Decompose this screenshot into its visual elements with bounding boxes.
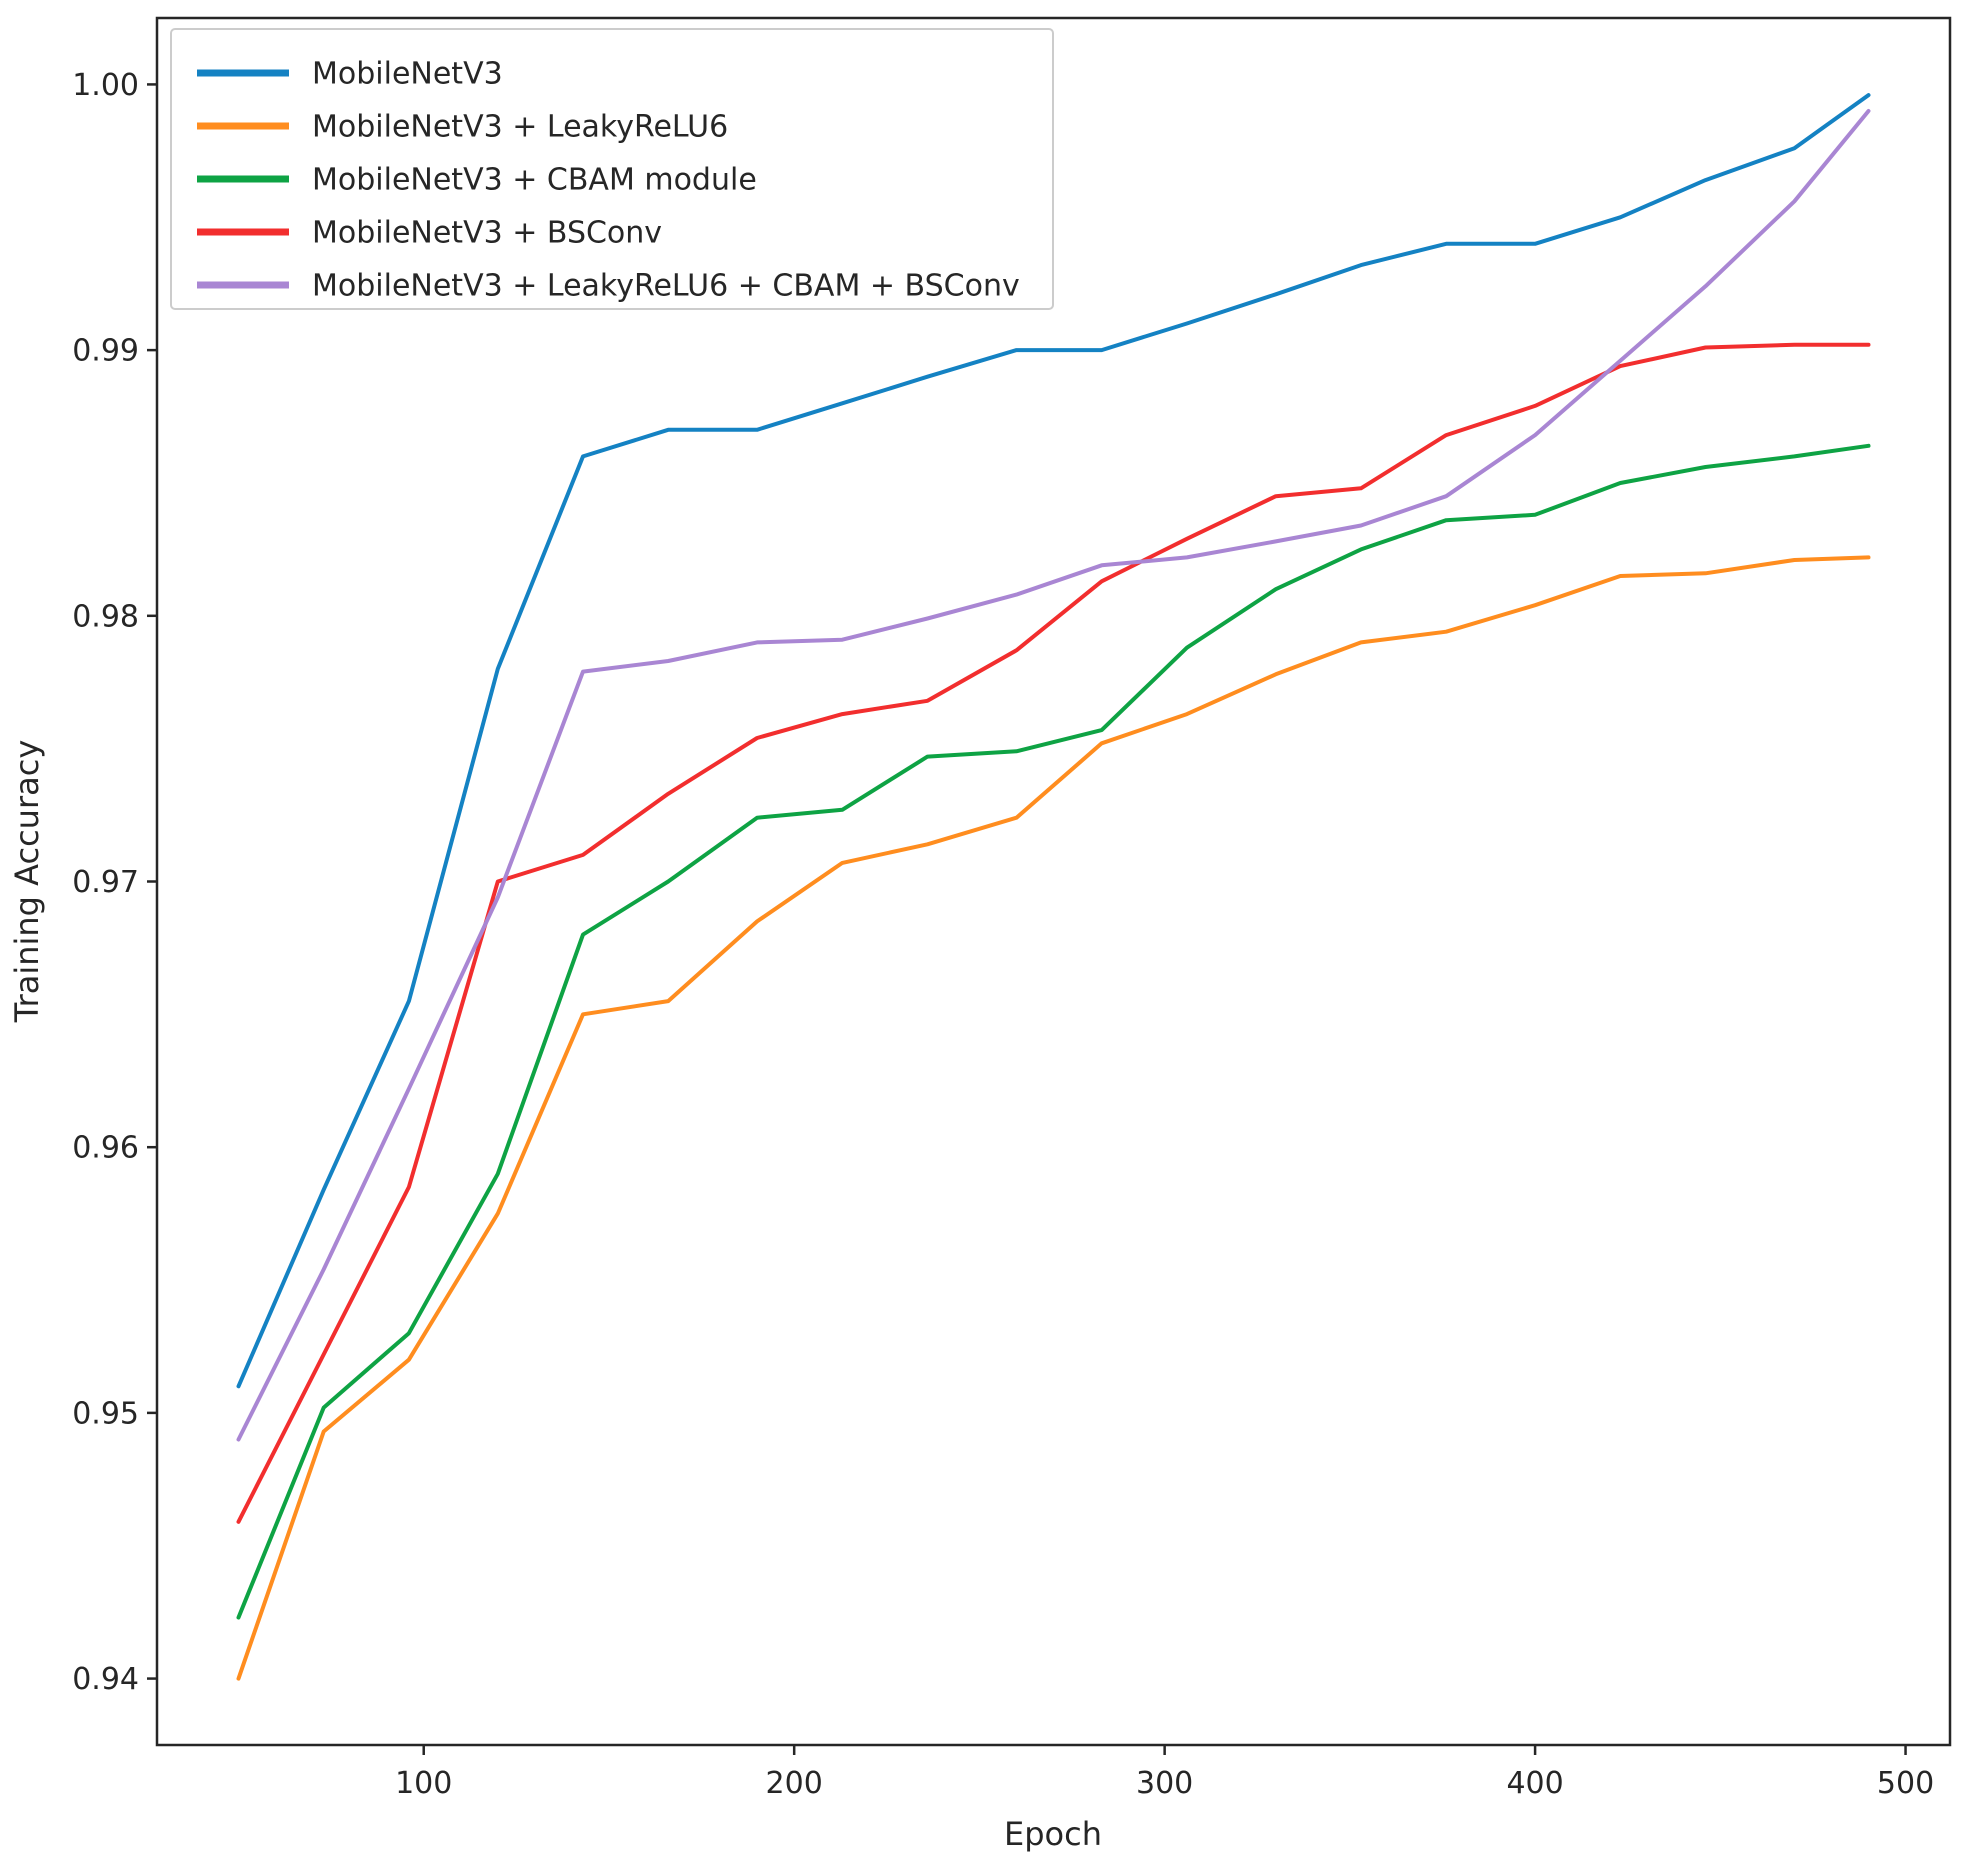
legend-label: MobileNetV3 + CBAM module — [312, 163, 757, 198]
legend-item: MobileNetV3 — [197, 57, 503, 92]
y-tick-label: 0.98 — [72, 599, 139, 634]
y-tick-label: 0.97 — [72, 865, 139, 900]
y-axis-ticks: 0.94 0.95 0.96 0.97 0.98 0.99 1.00 — [72, 68, 157, 1697]
legend: MobileNetV3 MobileNetV3 + LeakyReLU6 Mobil… — [170, 28, 1054, 310]
legend-label: MobileNetV3 + LeakyReLU6 + CBAM + BSConv — [312, 269, 1020, 304]
series-line-1 — [236, 555, 1871, 1681]
x-tick-label: 300 — [1136, 1766, 1193, 1801]
legend-item: MobileNetV3 + CBAM module — [197, 163, 757, 198]
x-axis-label: Epoch — [1004, 1815, 1102, 1853]
y-tick-label: 0.99 — [72, 334, 139, 369]
legend-item: MobileNetV3 + LeakyReLU6 — [197, 110, 728, 145]
series-line-0 — [236, 93, 1871, 1389]
x-axis-ticks: 100 200 300 400 500 — [395, 1745, 1934, 1801]
legend-label: MobileNetV3 — [312, 57, 503, 92]
legend-item: MobileNetV3 + LeakyReLU6 + CBAM + BSConv — [197, 269, 1020, 304]
y-tick-label: 0.94 — [72, 1662, 139, 1697]
y-tick-label: 0.96 — [72, 1131, 139, 1166]
x-tick-label: 100 — [395, 1766, 452, 1801]
legend-item: MobileNetV3 + BSConv — [197, 216, 662, 251]
series-lines — [236, 93, 1871, 1681]
y-tick-label: 1.00 — [72, 68, 139, 103]
x-tick-label: 200 — [766, 1766, 823, 1801]
y-tick-label: 0.95 — [72, 1396, 139, 1431]
series-line-2 — [236, 443, 1871, 1620]
legend-box — [170, 28, 1054, 310]
x-tick-label: 500 — [1877, 1766, 1934, 1801]
legend-label: MobileNetV3 + LeakyReLU6 — [312, 110, 728, 145]
series-line-4 — [236, 109, 1871, 1442]
y-axis-label: Training Accuracy — [8, 740, 46, 1024]
legend-label: MobileNetV3 + BSConv — [312, 216, 662, 251]
x-tick-label: 400 — [1506, 1766, 1563, 1801]
